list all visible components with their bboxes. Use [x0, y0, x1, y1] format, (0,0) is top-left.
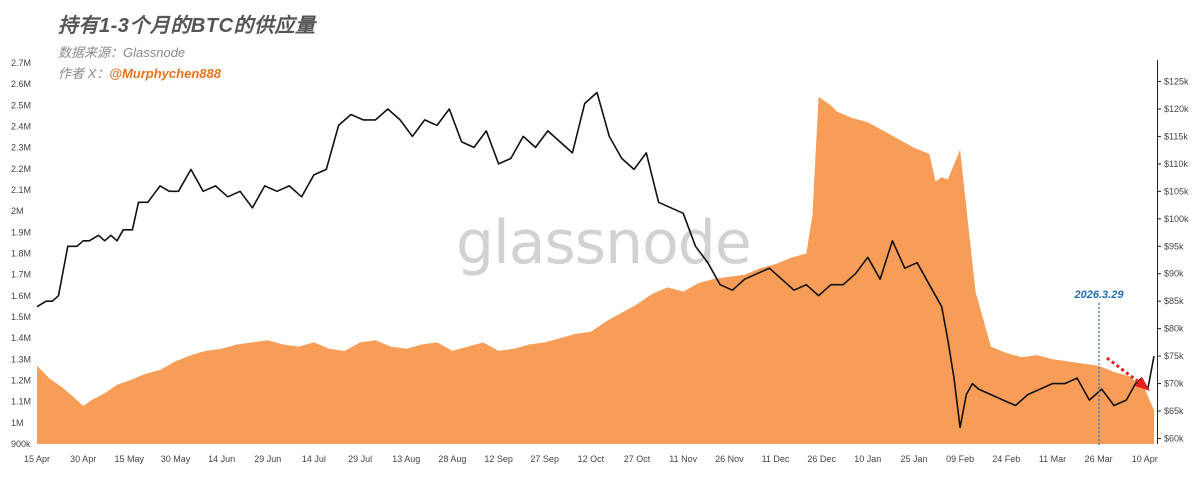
x-tick-label: 29 Jun [254, 454, 281, 464]
glassnode-watermark: glassnode [456, 208, 752, 278]
x-tick-label: 11 Nov [669, 454, 697, 464]
left-tick-label: 2.3M [11, 143, 31, 153]
author-line: 作者 X：@Murphychen888 [58, 63, 221, 82]
right-tick-label: $95k [1164, 241, 1184, 251]
left-tick-label: 1.4M [11, 333, 31, 343]
left-tick-label: 1.5M [11, 312, 31, 322]
x-tick-label: 10 Jan [854, 454, 881, 464]
x-tick-label: 09 Feb [946, 454, 974, 464]
left-tick-label: 1.7M [11, 270, 31, 280]
left-tick-label: 2.2M [11, 164, 31, 174]
x-tick-label: 26 Nov [715, 454, 744, 464]
price-line-layer [36, 91, 1155, 429]
right-tick-label: $115k [1164, 131, 1188, 141]
trend-arrow-shaft [1106, 356, 1141, 385]
left-tick-label: 900k [11, 439, 31, 449]
right-tick-label: $65k [1164, 406, 1184, 416]
right-tick-label: $120k [1164, 104, 1189, 114]
x-tick-label: 24 Feb [992, 454, 1020, 464]
left-tick-label: 2.7M [11, 58, 31, 68]
data-source-label: 数据来源：Glassnode [58, 45, 186, 60]
date-marker-label: 2026.3.29 [1074, 289, 1125, 301]
left-tick-label: 2M [11, 206, 24, 216]
x-tick-label: 10 Apr [1132, 454, 1158, 464]
x-tick-label: 13 Aug [392, 454, 420, 464]
chart-title: 持有1-3个月的BTC的供应量 [58, 15, 316, 37]
left-tick-label: 1.8M [11, 249, 31, 259]
x-tick-label: 30 May [161, 454, 191, 464]
right-axis: $60k $65k $70k $75k $80k $85k $90k $95k $100k $10… [1157, 60, 1189, 444]
btc-price-line [36, 91, 1155, 429]
right-tick-label: $105k [1164, 186, 1189, 196]
x-tick-label: 30 Apr [70, 454, 96, 464]
right-tick-label: $125k [1164, 77, 1189, 87]
x-tick-label: 11 Mar [1039, 454, 1066, 464]
x-tick-label: 15 Apr [24, 454, 50, 464]
right-tick-label: $70k [1164, 379, 1184, 389]
left-axis: 900k 1M 1.1M 1.2M 1.3M 1.4M 1.5M 1.6M 1.7M 1.8M 1.… [11, 58, 31, 449]
x-tick-label: 25 Jan [900, 454, 927, 464]
annotation-layer: 2026.3.29 [1074, 289, 1150, 446]
author-label: 作者 X： [58, 66, 110, 81]
x-tick-label: 26 Dec [807, 454, 836, 464]
left-tick-label: 2.6M [11, 79, 31, 89]
left-tick-label: 2.1M [11, 185, 31, 195]
left-tick-label: 1.2M [11, 376, 31, 386]
left-tick-label: 1M [11, 418, 24, 428]
x-tick-label: 26 Mar [1085, 454, 1113, 464]
left-tick-label: 1.1M [11, 397, 31, 407]
x-tick-label: 14 Jul [302, 454, 326, 464]
x-tick-label: 28 Aug [438, 454, 466, 464]
x-tick-label: 15 May [115, 454, 145, 464]
left-tick-label: 1.3M [11, 354, 31, 364]
author-handle: @Murphychen888 [109, 66, 221, 81]
x-axis: 15 Apr 30 Apr 15 May 30 May 14 Jun 29 Jun 14 J… [24, 454, 1158, 464]
right-tick-label: $110k [1164, 159, 1188, 169]
left-tick-label: 1.6M [11, 291, 31, 301]
right-tick-label: $90k [1164, 269, 1184, 279]
right-tick-label: $75k [1164, 351, 1184, 361]
supply-area [37, 96, 1154, 445]
right-tick-label: $85k [1164, 296, 1184, 306]
x-tick-label: 27 Sep [530, 454, 559, 464]
x-tick-label: 29 Jul [348, 454, 372, 464]
right-tick-label: $60k [1164, 434, 1184, 444]
left-tick-label: 1.9M [11, 227, 31, 237]
x-tick-label: 12 Oct [578, 454, 605, 464]
right-tick-label: $100k [1164, 214, 1189, 224]
x-tick-label: 12 Sep [484, 454, 513, 464]
trend-arrow-head [1135, 377, 1150, 391]
x-tick-label: 11 Dec [762, 454, 790, 464]
left-tick-label: 2.4M [11, 122, 31, 132]
x-tick-label: 27 Oct [624, 454, 651, 464]
right-tick-label: $80k [1164, 324, 1184, 334]
left-tick-label: 2.5M [11, 100, 31, 110]
supply-area-layer [37, 96, 1154, 445]
x-tick-label: 14 Jun [208, 454, 235, 464]
